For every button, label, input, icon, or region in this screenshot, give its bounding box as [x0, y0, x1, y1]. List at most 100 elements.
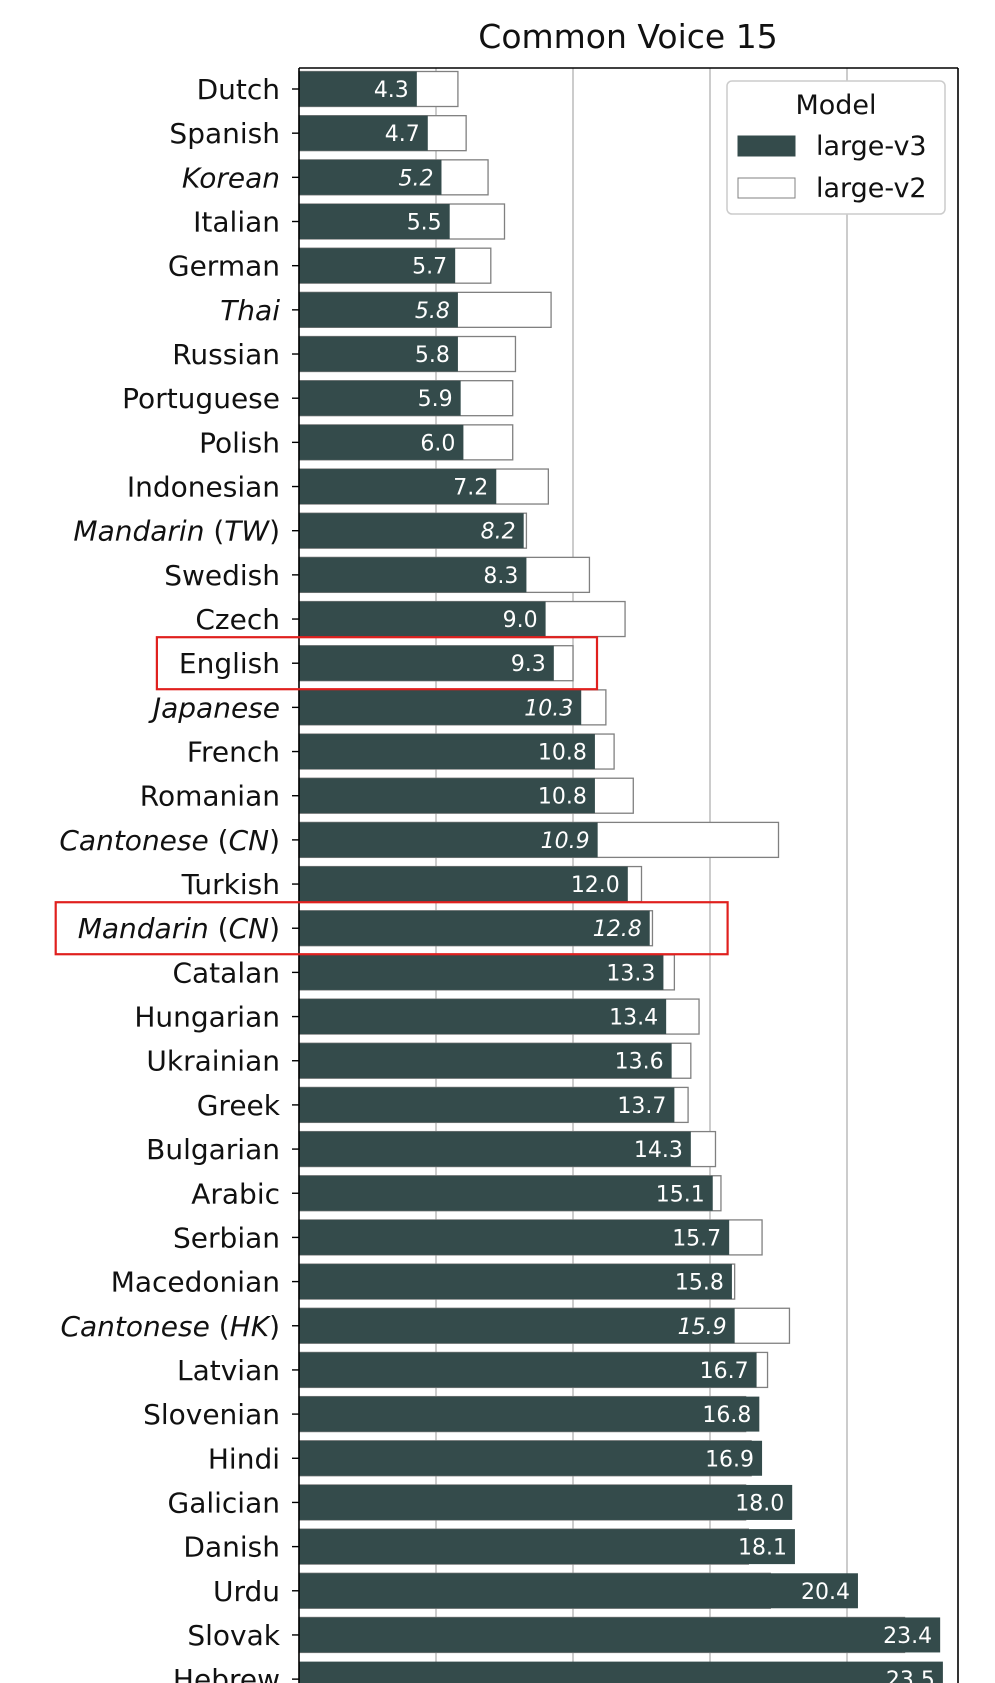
bar-value-label: 13.6 [615, 1050, 664, 1075]
bar-value-label: 10.9 [541, 829, 590, 854]
highlight-boxes [54, 636, 729, 956]
bar-value-label: 10.8 [538, 785, 587, 810]
category-label: Macedonian [111, 1266, 280, 1299]
bar-large-v3 [299, 248, 456, 284]
category-label: Korean [182, 161, 280, 194]
category-label: Ukrainian [146, 1045, 280, 1078]
highlight-box [155, 636, 599, 691]
bar-large-v3 [299, 557, 527, 593]
bar-large-v3 [299, 469, 497, 505]
bar-large-v3 [299, 1308, 735, 1344]
bar-large-v3 [299, 645, 554, 681]
category-label: Greek [197, 1089, 281, 1122]
bar-value-label: 5.5 [407, 211, 442, 236]
bar-large-v3 [299, 1219, 730, 1255]
bar-large-v3 [299, 689, 582, 725]
category-label: Cantonese (HK) [60, 1310, 280, 1343]
bar-value-label: 13.3 [606, 961, 655, 986]
bar-value-label: 4.3 [374, 78, 409, 103]
bar-value-label: 5.8 [415, 299, 450, 324]
category-label: Romanian [140, 780, 280, 813]
category-label: Latvian [177, 1354, 280, 1387]
bar-value-label: 23.5 [886, 1668, 935, 1683]
bar-large-v3 [299, 1396, 760, 1432]
category-label: Spanish [169, 117, 280, 150]
bar-value-label: 12.8 [593, 917, 642, 942]
bar-value-label: 23.4 [883, 1624, 932, 1649]
bar-value-label: 5.9 [418, 387, 453, 412]
category-label: Mandarin (TW) [73, 515, 280, 548]
chart-title: Common Voice 15 [478, 17, 777, 56]
bar-value-labels: 4.3 4.7 5.2 5.5 5.7 5.8 5.8 5.9 6.0 7.2 8.2 8.3 9.0 9… [374, 78, 935, 1683]
bar-large-v3 [299, 513, 524, 549]
category-label: German [168, 250, 280, 283]
bar-value-label: 9.0 [503, 608, 538, 633]
bar-value-label: 7.2 [453, 476, 488, 501]
category-label: Turkish [181, 868, 280, 901]
legend-title: Model [795, 90, 876, 121]
category-label: Serbian [173, 1221, 280, 1254]
bar-large-v3 [299, 778, 595, 814]
category-label: Hebrew [173, 1663, 280, 1683]
bar-large-v3 [299, 1484, 793, 1520]
bar-large-v3 [299, 380, 461, 416]
bar-value-label: 5.7 [412, 255, 447, 280]
bar-large-v3 [299, 292, 458, 328]
category-label: Galician [168, 1486, 281, 1519]
bar-large-v3 [299, 71, 417, 107]
bar-value-label: 15.7 [672, 1226, 721, 1251]
category-label: Polish [199, 426, 280, 459]
legend-swatch-large-v2 [737, 177, 796, 199]
bar-value-label: 8.3 [483, 564, 518, 589]
category-label: Italian [193, 206, 280, 239]
category-label: Czech [195, 603, 280, 636]
category-label: Dutch [197, 73, 280, 106]
bar-large-v3 [299, 115, 428, 151]
bar-large-v3 [299, 1043, 672, 1079]
bar-large-v3 [299, 734, 595, 770]
category-label: Urdu [213, 1575, 280, 1608]
bar-value-label: 18.1 [738, 1536, 787, 1561]
category-label: Thai [220, 294, 280, 327]
bar-value-label: 5.2 [398, 166, 433, 191]
bar-large-v3 [299, 999, 667, 1035]
bar-value-label: 15.8 [675, 1271, 724, 1296]
bar-value-label: 13.7 [617, 1094, 666, 1119]
category-label: Slovak [187, 1619, 280, 1652]
category-label: Danish [183, 1531, 280, 1564]
category-label: Indonesian [127, 471, 280, 504]
bar-large-v3 [299, 866, 628, 902]
category-label: Arabic [191, 1177, 280, 1210]
bar-large-v3 [299, 159, 442, 195]
bar-value-label: 16.9 [705, 1447, 754, 1472]
category-label: Mandarin (CN) [78, 912, 280, 945]
bar-value-label: 20.4 [801, 1580, 850, 1605]
bar-large-v3 [299, 1352, 757, 1388]
bar-value-label: 15.1 [656, 1182, 705, 1207]
bar-large-v3 [299, 1617, 941, 1653]
bar-large-v3 [299, 822, 598, 858]
legend-label-large-v3: large-v3 [816, 131, 927, 162]
category-label: Cantonese (CN) [59, 824, 280, 857]
category-label: Swedish [164, 559, 280, 592]
bar-value-label: 14.3 [634, 1138, 683, 1163]
bar-value-label: 9.3 [511, 652, 546, 677]
legend-label-large-v2: large-v2 [816, 173, 927, 204]
bar-value-label: 12.0 [571, 873, 620, 898]
bar-value-label: 8.2 [481, 520, 516, 545]
category-label: English [179, 647, 280, 680]
bar-large-v3 [299, 1529, 795, 1565]
bar-large-v3 [299, 1131, 691, 1167]
category-labels: Dutch Spanish Korean Italian German Thai Russi… [59, 73, 280, 1683]
category-label: Bulgarian [146, 1133, 280, 1166]
bar-large-v3 [299, 1661, 943, 1683]
bar-value-label: 6.0 [420, 431, 455, 456]
bar-large-v3 [299, 1087, 675, 1123]
category-label: Hindi [208, 1442, 280, 1475]
category-label: Catalan [172, 956, 280, 989]
bar-value-label: 18.0 [735, 1491, 784, 1516]
bar-value-label: 10.8 [538, 741, 587, 766]
bar-large-v3 [299, 601, 546, 637]
bar-large-v3 [299, 336, 458, 372]
